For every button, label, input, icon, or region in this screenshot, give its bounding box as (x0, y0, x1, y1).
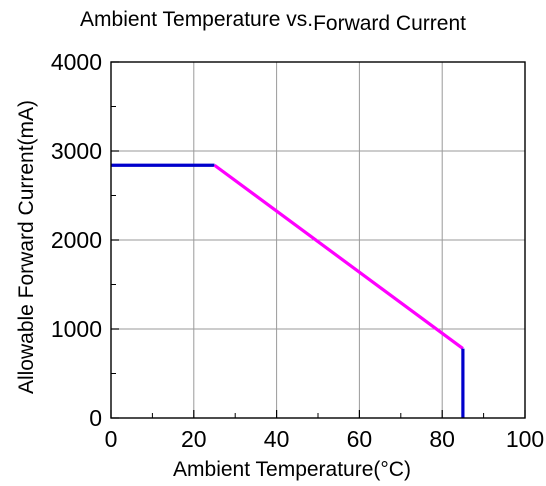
x-tick-label: 0 (105, 426, 118, 452)
chart-title-part1: Ambient Temperature vs. (80, 8, 314, 31)
series-layer (111, 163, 465, 418)
y-tick-label: 1000 (51, 316, 102, 342)
chart-title-part2: Forward Current (313, 12, 466, 35)
x-tick-label: 100 (506, 426, 544, 452)
y-axis-label: Allowable Forward Current(mA) (15, 100, 38, 394)
x-tick-label: 40 (264, 426, 290, 452)
chart-title: Ambient Temperature vs.Forward Current (0, 8, 546, 35)
label-layer: Ambient Temperature(°C) Allowable Forwar… (15, 49, 544, 481)
y-tick-label: 4000 (51, 49, 102, 75)
frame-layer (110, 61, 526, 419)
x-tick-label: 80 (429, 426, 455, 452)
series-line-1 (213, 163, 464, 350)
y-tick-label: 0 (89, 405, 102, 431)
x-tick-label: 60 (347, 426, 373, 452)
x-axis-label: Ambient Temperature(°C) (173, 458, 411, 481)
y-tick-label: 3000 (51, 138, 102, 164)
y-tick-label: 2000 (51, 227, 102, 253)
x-tick-label: 20 (181, 426, 207, 452)
